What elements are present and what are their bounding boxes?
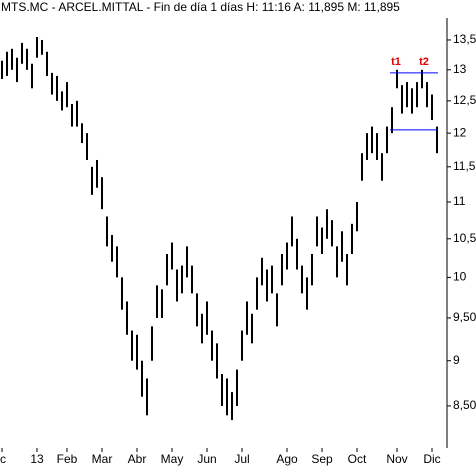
x-tick-label: Jun <box>197 452 216 466</box>
x-tick-label: Abr <box>128 452 147 466</box>
y-tick-label: 12,5 <box>453 93 476 107</box>
y-tick-label: 10 <box>453 270 467 284</box>
x-tick-label: c <box>0 452 6 466</box>
y-tick-label: 13 <box>453 62 467 76</box>
x-tick-label: 13 <box>30 452 44 466</box>
y-tick-label: 11,5 <box>453 159 476 173</box>
x-tick-label: Dic <box>423 452 440 466</box>
y-tick-label: 9,50 <box>453 310 476 324</box>
y-tick-label: 12 <box>453 125 467 139</box>
x-tick-label: Sep <box>311 452 333 466</box>
x-tick-label: Oct <box>348 452 367 466</box>
chart-title: MTS.MC - ARCEL.MITTAL - Fin de día 1 día… <box>1 0 400 14</box>
x-tick-label: Mar <box>92 452 113 466</box>
x-tick-label: Ago <box>276 452 298 466</box>
x-tick-label: May <box>161 452 184 466</box>
y-tick-label: 13,5 <box>453 32 476 46</box>
y-tick-label: 9 <box>453 353 460 367</box>
x-tick-label: Jul <box>234 452 249 466</box>
annotation: t1 <box>391 56 401 68</box>
y-tick-label: 8,50 <box>453 398 476 412</box>
x-tick-label: Feb <box>57 452 78 466</box>
annotation: t2 <box>419 56 429 68</box>
x-tick-label: Nov <box>386 452 407 466</box>
y-tick-label: 11 <box>453 194 466 208</box>
y-tick-label: 10,5 <box>453 231 476 245</box>
